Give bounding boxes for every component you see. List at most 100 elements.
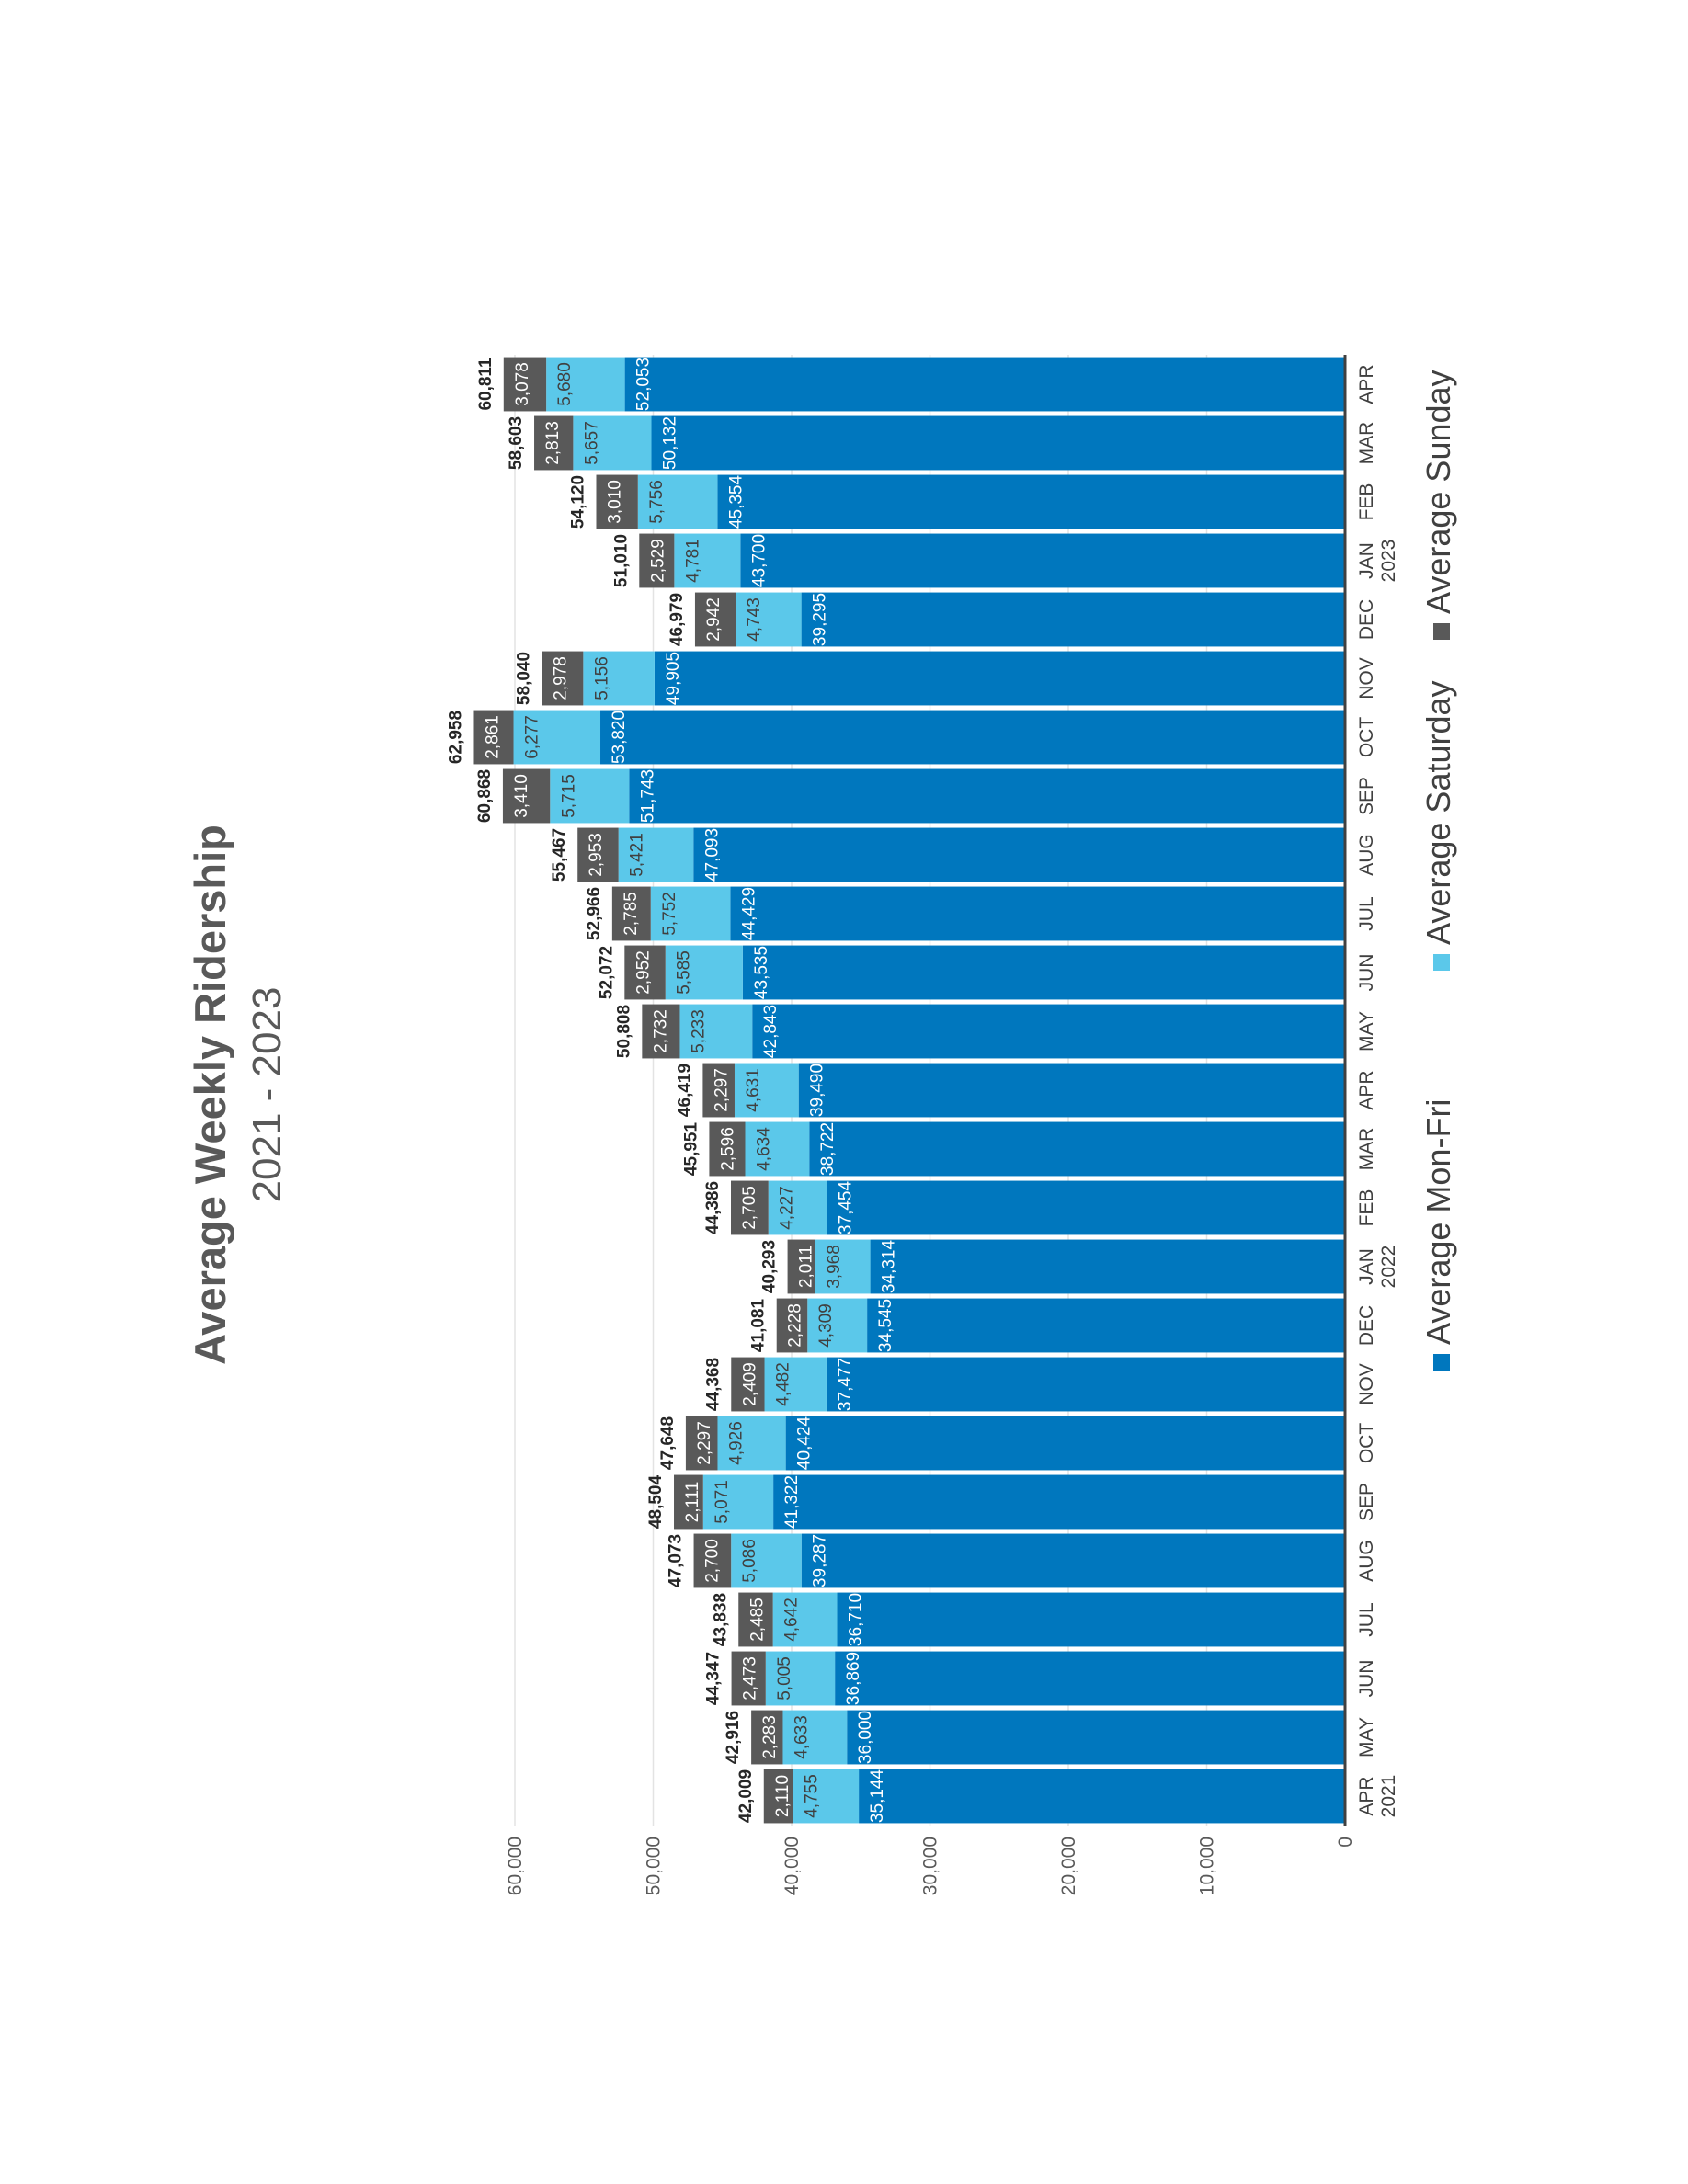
data-labels: 35,144 4,755 2,110 42,009 36,000 4,633 2,283 42…	[446, 358, 898, 1823]
segment-value-label: 52,053	[634, 358, 654, 411]
segment-value-label: 5,071	[713, 1480, 732, 1524]
x-category-label: JUL	[1356, 1602, 1377, 1636]
segment-value-label: 2,785	[622, 892, 641, 936]
segment-value-label: 44,429	[739, 887, 758, 940]
bar-segment-saturday	[550, 768, 630, 824]
total-value-label: 47,648	[658, 1416, 678, 1470]
x-category-year: 2021	[1378, 1775, 1399, 1818]
total-value-label: 47,073	[667, 1534, 686, 1587]
bar-segment-sunday	[611, 886, 651, 941]
segment-value-label: 4,227	[778, 1186, 797, 1230]
total-value-label: 54,120	[568, 475, 587, 529]
y-tick-label: 50,000	[644, 1837, 665, 1895]
total-value-label: 42,009	[736, 1769, 756, 1823]
x-category-label: NOV	[1356, 657, 1377, 700]
segment-value-label: 37,454	[836, 1181, 855, 1235]
chart-subtitle: 2021 - 2023	[245, 987, 290, 1203]
segment-value-label: 4,926	[726, 1421, 746, 1465]
segment-value-label: 36,869	[844, 1652, 863, 1705]
legend-swatch	[1433, 623, 1450, 640]
total-value-label: 62,958	[446, 711, 465, 764]
bar-segment-mon-fri	[847, 1710, 1345, 1765]
segment-value-label: 2,110	[773, 1775, 793, 1817]
total-value-label: 52,966	[585, 887, 604, 940]
segment-value-label: 2,228	[786, 1303, 805, 1348]
segment-value-label: 5,585	[675, 950, 694, 995]
segment-value-label: 39,295	[811, 593, 830, 646]
segment-value-label: 41,322	[782, 1475, 802, 1529]
segment-value-label: 4,309	[816, 1303, 836, 1348]
bar-segment-mon-fri	[801, 1533, 1345, 1588]
bar-segment-mon-fri	[730, 886, 1345, 941]
bar-segment-mon-fri	[752, 1004, 1345, 1059]
legend-label: Average Mon-Fri	[1420, 1099, 1457, 1345]
segment-value-label: 2,473	[741, 1656, 760, 1701]
segment-value-label: 5,756	[647, 480, 667, 524]
bar-segment-saturday	[782, 1710, 848, 1765]
bar-segment-saturday	[736, 592, 802, 647]
y-tick-label: 60,000	[505, 1837, 526, 1895]
y-tick-label: 30,000	[920, 1837, 941, 1895]
segment-value-label: 2,297	[712, 1068, 731, 1112]
bar-segment-saturday	[637, 474, 718, 529]
total-value-label: 44,386	[703, 1181, 723, 1234]
bar-segment-sunday	[709, 1121, 746, 1177]
bar-segment-sunday	[730, 1180, 769, 1235]
y-tick-label: 40,000	[781, 1837, 803, 1895]
x-category-label: NOV	[1356, 1363, 1377, 1405]
segment-value-label: 3,410	[512, 774, 531, 818]
bar-segment-saturday	[573, 415, 652, 471]
segment-value-label: 2,952	[633, 950, 653, 995]
bar-segment-mon-fri	[837, 1592, 1345, 1647]
bar-segment-saturday	[650, 886, 731, 941]
segment-value-label: 4,755	[803, 1774, 822, 1818]
x-category-year: 2023	[1378, 540, 1399, 583]
y-tick-label: 0	[1335, 1837, 1356, 1848]
y-axis-ticks: 0 10,000 20,000 30,000 40,000 50,000 60,000	[505, 1837, 1356, 1895]
bar-segment-sunday	[763, 1769, 793, 1824]
segment-value-label: 2,861	[483, 715, 502, 759]
legend-label: Average Saturday	[1420, 680, 1457, 945]
bar-segment-sunday	[694, 592, 736, 647]
total-value-label: 43,838	[711, 1593, 730, 1646]
bar-segment-mon-fri	[835, 1651, 1345, 1706]
bar-segment-mon-fri	[773, 1474, 1345, 1530]
segment-value-label: 5,086	[740, 1539, 759, 1583]
bar-segment-mon-fri	[859, 1769, 1345, 1824]
total-value-label: 46,419	[675, 1064, 694, 1117]
segment-value-label: 4,633	[792, 1715, 811, 1759]
segment-value-label: 50,132	[661, 416, 680, 470]
bars	[473, 357, 1345, 1824]
bar-segment-mon-fri	[740, 533, 1345, 588]
bar-segment-saturday	[807, 1298, 868, 1353]
bar-segment-saturday	[772, 1592, 838, 1647]
segment-value-label: 5,680	[555, 362, 575, 406]
x-category-label: OCT	[1356, 717, 1377, 758]
x-category-label: MAY	[1356, 1717, 1377, 1757]
bar-segment-saturday	[764, 1357, 827, 1412]
bar-segment-sunday	[693, 1533, 732, 1588]
segment-value-label: 2,283	[760, 1715, 780, 1759]
segment-value-label: 53,820	[610, 711, 629, 764]
segment-value-label: 4,631	[744, 1068, 763, 1112]
bar-segment-sunday	[639, 533, 675, 588]
x-category-label: SEP	[1356, 1483, 1377, 1521]
segment-value-label: 2,409	[740, 1362, 759, 1406]
segment-value-label: 37,477	[836, 1358, 855, 1411]
segment-value-label: 45,354	[726, 475, 746, 529]
x-category-label: MAR	[1356, 422, 1377, 465]
x-category-label: SEP	[1356, 777, 1377, 815]
bar-segment-sunday	[787, 1239, 815, 1294]
total-value-label: 44,368	[703, 1358, 723, 1411]
total-value-label: 60,868	[475, 769, 495, 823]
total-value-label: 44,347	[704, 1652, 724, 1705]
segment-value-label: 4,781	[683, 539, 702, 583]
bar-segment-sunday	[534, 415, 574, 471]
total-value-label: 60,811	[476, 358, 496, 410]
x-category-label: JUN	[1356, 1660, 1377, 1698]
bar-segment-saturday	[731, 1533, 802, 1588]
segment-value-label: 5,156	[592, 656, 611, 700]
x-category-label: APR	[1356, 1070, 1377, 1109]
bar-segment-mon-fri	[600, 710, 1345, 765]
x-category-year: 2022	[1378, 1246, 1399, 1289]
